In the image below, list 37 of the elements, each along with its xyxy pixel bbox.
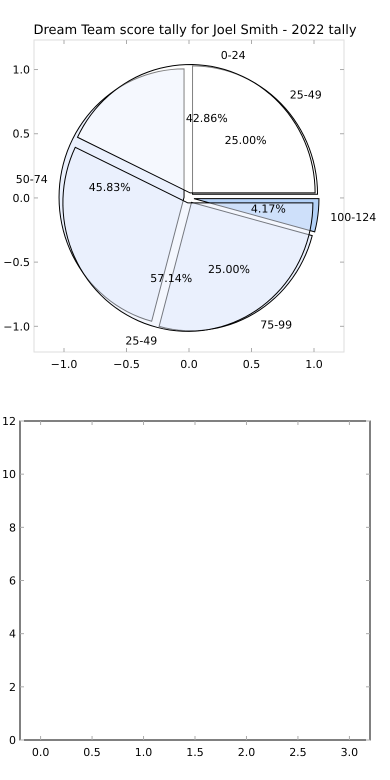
slice-label: 100-124 (330, 211, 376, 224)
x-tick-label: 1.0 (134, 746, 152, 759)
x-tick-label: 1.0 (305, 358, 323, 371)
x-tick-label: 3.0 (340, 746, 358, 759)
y-tick-label: 6 (9, 574, 16, 588)
y-tick-label: 12 (2, 415, 16, 428)
data-label: 45.83% (88, 181, 131, 194)
y-tick-label: 0 (9, 734, 16, 747)
y-tick-label: −0.5 (3, 256, 30, 270)
y-tick-label: 1.0 (12, 64, 30, 77)
y-tick-label: 0.0 (12, 192, 30, 205)
y-tick-label: 2 (9, 680, 16, 694)
y-tick-label: 0.5 (12, 128, 30, 141)
chart-title: Dream Team score tally for Joel Smith - 2022 tally (33, 23, 357, 38)
slice-label: 25-49 (290, 88, 322, 102)
data-label: 25.00% (208, 263, 250, 276)
y-tick-label: 10 (2, 468, 16, 482)
slice-label: 75-99 (260, 318, 292, 332)
x-tick-label: −1.0 (50, 358, 78, 371)
y-tick-label: 4 (9, 628, 16, 641)
x-tick-label: 2.5 (289, 746, 307, 759)
data-label: 42.86% (186, 112, 228, 125)
data-label: 57.14% (150, 272, 192, 286)
slice-label: 50-74 (16, 172, 48, 186)
x-tick-label: 0.5 (83, 746, 101, 759)
x-tick-label: 0.5 (242, 358, 260, 371)
x-tick-label: 0.0 (32, 746, 50, 759)
slice-label: 25-49 (125, 334, 158, 348)
slice-label: 0-24 (220, 49, 246, 62)
data-label: 4.17% (250, 202, 286, 216)
y-tick-label: −1.0 (3, 320, 30, 334)
x-tick-label: 1.5 (186, 746, 204, 759)
y-tick-label: 8 (9, 521, 16, 534)
data-label: 25.00% (224, 134, 267, 147)
x-tick-label: −0.5 (113, 358, 140, 371)
x-tick-label: 0.0 (180, 358, 198, 371)
x-tick-label: 2.0 (238, 746, 256, 759)
